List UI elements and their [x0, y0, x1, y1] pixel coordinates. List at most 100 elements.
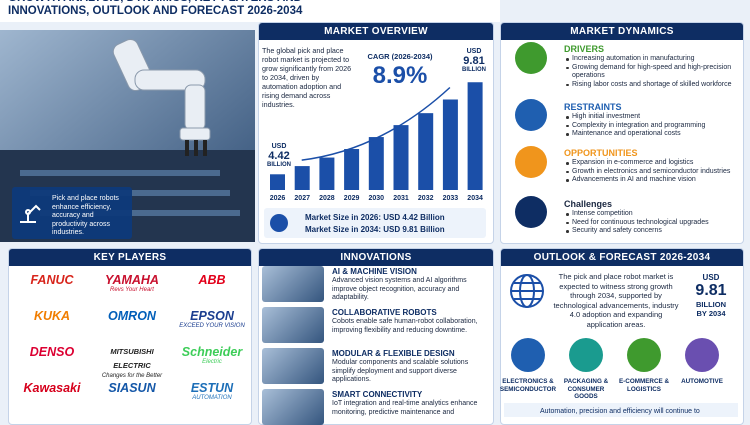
outlook-unit: BILLION	[696, 300, 726, 309]
bar	[319, 157, 335, 190]
player-logo: Schneider Electric	[176, 345, 248, 366]
dynamics-icon	[515, 196, 547, 228]
outlook-footer: Automation, precision and efficiency wil…	[540, 408, 700, 415]
segment-label: ELECTRONICS & SEMICONDUCTOR	[499, 378, 557, 393]
dynamics-item: Advancements in AI and machine vision	[566, 176, 738, 185]
dynamics-list: High initial investment Complexity in int…	[566, 113, 738, 139]
start-unit: BILLION	[267, 162, 291, 168]
bar	[270, 174, 285, 190]
end-label: USD 9.81 BILLION	[455, 48, 493, 73]
title-band	[0, 0, 500, 22]
dynamics-icon	[515, 99, 547, 131]
summary-icon	[270, 214, 288, 232]
x-tick-label: 2028	[319, 195, 335, 202]
dynamics-item: Security and safety concerns	[566, 227, 738, 236]
player-name: YAMAHA	[105, 273, 159, 287]
dynamics-heading: Challenges	[564, 199, 613, 209]
robot-icon	[20, 204, 41, 223]
player-name: KUKA	[33, 309, 71, 323]
x-tick-label: 2034	[467, 195, 483, 202]
player-name: EPSON	[190, 309, 234, 323]
end-unit: BILLION	[462, 67, 486, 73]
innovation-title: COLLABORATIVE ROBOTS	[332, 308, 437, 317]
x-tick-label: 2029	[344, 195, 360, 202]
x-tick-label: 2031	[393, 195, 409, 202]
x-tick-label: 2027	[294, 195, 310, 202]
trend-arrow	[301, 86, 451, 161]
outlook-text: The pick and place robot market is expec…	[553, 272, 679, 329]
dynamics-heading: RESTRAINTS	[564, 102, 622, 112]
bar	[393, 125, 409, 190]
innovation-title: MODULAR & FLEXIBLE DESIGN	[332, 349, 455, 358]
player-tagline: EXCEED YOUR VISION	[179, 323, 245, 329]
bar	[467, 82, 483, 190]
player-logo: ESTUN AUTOMATION	[176, 381, 248, 402]
dynamics-item: Rising labor costs and shortage of skill…	[566, 81, 738, 90]
cagr-label: CAGR (2026-2034)	[367, 52, 433, 61]
player-logo: ABB	[176, 273, 248, 287]
player-tagline: Revs Your Heart	[110, 287, 154, 293]
dynamics-item: Expansion in e-commerce and logistics	[566, 159, 738, 168]
player-name: DENSO	[29, 345, 75, 359]
innovation-text: Modular components and scalable solution…	[332, 359, 469, 384]
player-logo: MITSUBISHI ELECTRIC Changes for the Bette…	[96, 345, 168, 380]
dynamics-item: Increasing automation in manufacturing	[566, 55, 738, 64]
innovation-image	[262, 266, 324, 302]
dynamics-item: Growth in electronics and semiconductor …	[566, 168, 738, 177]
dynamics-icon	[515, 146, 547, 178]
innovation-title: AI & MACHINE VISION	[332, 267, 417, 276]
innovation-image	[262, 307, 324, 343]
outlook-amount: 9.81	[695, 282, 727, 299]
dynamics-heading: OPPORTUNITIES	[564, 148, 638, 158]
section-heading: KEY PLAYERS	[9, 249, 251, 266]
player-logo: FANUC	[16, 273, 88, 287]
outlook-currency: USD	[702, 273, 720, 282]
segment-label: PACKAGING & CONSUMER GOODS	[563, 378, 609, 400]
player-name: FANUC	[30, 273, 74, 287]
player-tagline: Electric	[202, 359, 222, 365]
player-name: SIASUN	[108, 381, 156, 395]
dynamics-heading: DRIVERS	[564, 44, 605, 54]
bar	[344, 149, 360, 190]
segment-icon	[511, 338, 545, 372]
innovation-image	[262, 389, 324, 425]
dynamics-list: Intense competition Need for continuous t…	[566, 210, 738, 236]
player-logo: SIASUN	[96, 381, 168, 395]
player-name: ABB	[198, 273, 226, 287]
segment-label: AUTOMOTIVE	[681, 378, 723, 385]
hero-caption: Pick and place robots enhance efficiency…	[52, 195, 119, 236]
dynamics-item: Complexity in integration and programmin…	[566, 122, 738, 131]
summary-line: Market Size in 2026: USD 4.42 Billion	[305, 213, 445, 222]
summary-box	[264, 208, 486, 238]
dynamics-list: Expansion in e-commerce and logistics Gro…	[566, 159, 738, 185]
start-currency: USD	[271, 143, 287, 150]
start-amount: 4.42	[268, 150, 290, 162]
innovation-text: Cobots enable safe human-robot collabora…	[332, 318, 478, 334]
section-heading: INNOVATIONS	[259, 249, 493, 266]
player-name: Kawasaki	[23, 381, 81, 395]
x-tick-label: 2026	[270, 195, 286, 202]
dynamics-list: Increasing automation in manufacturing Gr…	[566, 55, 738, 89]
innovation-text: Advanced vision systems and AI algorithm…	[332, 277, 467, 302]
player-logo: KUKA	[16, 309, 88, 323]
segment-icon	[627, 338, 661, 372]
page-title: GROWTH ANALYSIS, DYNAMICS, KEY PLAYERS A…	[8, 0, 303, 17]
footer-box	[504, 403, 738, 417]
start-label: USD 4.42 BILLION	[262, 143, 296, 168]
innovation-text: IoT integration and real-time analytics …	[332, 400, 478, 416]
bar	[418, 113, 434, 190]
player-logo: YAMAHA Revs Your Heart	[96, 273, 168, 294]
player-name: MITSUBISHI ELECTRIC	[110, 347, 154, 370]
end-amount: 9.81	[463, 55, 485, 67]
innovation-title: SMART CONNECTIVITY	[332, 390, 423, 399]
key-players-panel: KEY PLAYERS	[8, 248, 252, 425]
bar	[442, 99, 458, 190]
section-heading: OUTLOOK & FORECAST 2026-2034	[501, 249, 743, 266]
outlook-value: USD 9.81 BILLION BY 2034	[684, 273, 738, 318]
x-tick-label: 2033	[443, 195, 459, 202]
cagr-value: 8.9%	[372, 62, 428, 89]
player-tagline: AUTOMATION	[192, 395, 232, 401]
outlook-panel: OUTLOOK & FORECAST 2026-2034	[500, 248, 744, 425]
dynamics-item: Maintenance and operational costs	[566, 130, 738, 139]
